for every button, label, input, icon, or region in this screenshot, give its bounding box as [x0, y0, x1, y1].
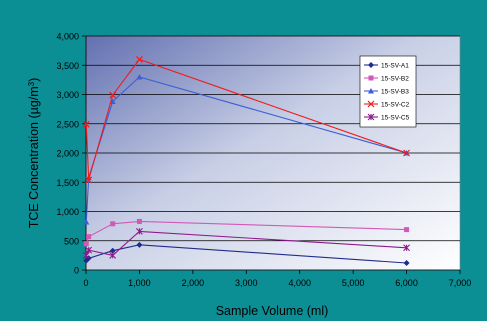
- legend-label: 15-SV-B2: [381, 76, 409, 83]
- legend-marker: [367, 100, 375, 108]
- legend-marker: [367, 113, 375, 121]
- x-tick-label: 0: [83, 278, 88, 288]
- y-tick-label: 1,500: [56, 178, 79, 188]
- y-axis-title-close: ): [27, 78, 41, 82]
- x-axis-title: Sample Volume (ml): [216, 304, 329, 318]
- data-point: [86, 234, 92, 240]
- data-point: [85, 246, 93, 254]
- data-point: [109, 91, 117, 99]
- y-axis-title: TCE Concentration (µg/m3): [27, 78, 41, 229]
- data-point: [109, 247, 116, 254]
- data-point: [136, 241, 143, 248]
- legend-entry: 15-SV-B3: [364, 88, 409, 96]
- series-layer: [82, 55, 410, 266]
- series-15-SV-C5: [82, 228, 410, 259]
- data-point: [136, 73, 143, 80]
- legend-entry: 15-SV-C2: [364, 100, 410, 109]
- data-point: [403, 149, 410, 157]
- data-point: [110, 221, 116, 227]
- y-tick-label: 2,000: [56, 149, 79, 159]
- legend-entry: 15-SV-C5: [364, 113, 410, 122]
- y-tick-label: 3,500: [56, 61, 79, 71]
- x-tick-label: 7,000: [449, 278, 472, 288]
- legend-label: 15-SV-A1: [381, 63, 409, 70]
- legend-label: 15-SV-C5: [381, 115, 410, 122]
- legend-entry: 15-SV-A1: [364, 62, 409, 70]
- legend-label: 15-SV-C2: [381, 102, 410, 109]
- data-point: [83, 219, 90, 225]
- legend-label: 15-SV-B3: [381, 89, 409, 96]
- y-axis-title-main: TCE Concentration (µg/m: [27, 86, 41, 228]
- data-point: [85, 176, 93, 184]
- data-point: [403, 259, 410, 266]
- legend-marker: [368, 88, 374, 94]
- legend-entry: 15-SV-B2: [364, 75, 409, 83]
- x-tick-label: 5,000: [342, 278, 365, 288]
- series-15-SV-C2: [82, 55, 410, 184]
- x-tick-label: 2,000: [182, 278, 205, 288]
- data-point: [82, 251, 90, 259]
- x-tick-label: 6,000: [395, 278, 418, 288]
- data-point: [82, 120, 90, 128]
- y-tick-label: 4,000: [56, 32, 79, 42]
- data-point: [404, 227, 410, 233]
- y-axis-title-superscript: 3: [27, 81, 36, 86]
- y-tick-label: 2,500: [56, 119, 79, 129]
- data-point: [83, 241, 89, 247]
- x-tick-label: 3,000: [235, 278, 258, 288]
- x-tick-label: 4,000: [288, 278, 311, 288]
- y-tick-label: 500: [64, 236, 79, 246]
- data-point: [136, 55, 143, 63]
- axes: 0 500 1,000 1,500 2,000 2,500 3,000 3,500 4,000 0…: [56, 32, 471, 289]
- legend-marker: [368, 62, 374, 68]
- legend: 15-SV-A1 15-SV-B2 15-SV-B3 15-SV-C2 15-SV-C5: [359, 55, 417, 128]
- series-15-SV-A1: [83, 241, 410, 266]
- data-point: [136, 228, 143, 235]
- y-tick-label: 1,000: [56, 207, 79, 217]
- y-tick-label: 3,000: [56, 90, 79, 100]
- data-point: [109, 98, 116, 105]
- data-point: [136, 218, 142, 224]
- legend-marker: [368, 75, 374, 81]
- x-tick-label: 1,000: [128, 278, 151, 288]
- data-point: [109, 251, 117, 259]
- series-15-SV-B2: [83, 218, 410, 247]
- data-point: [403, 244, 410, 252]
- y-tick-label: 0: [74, 266, 79, 276]
